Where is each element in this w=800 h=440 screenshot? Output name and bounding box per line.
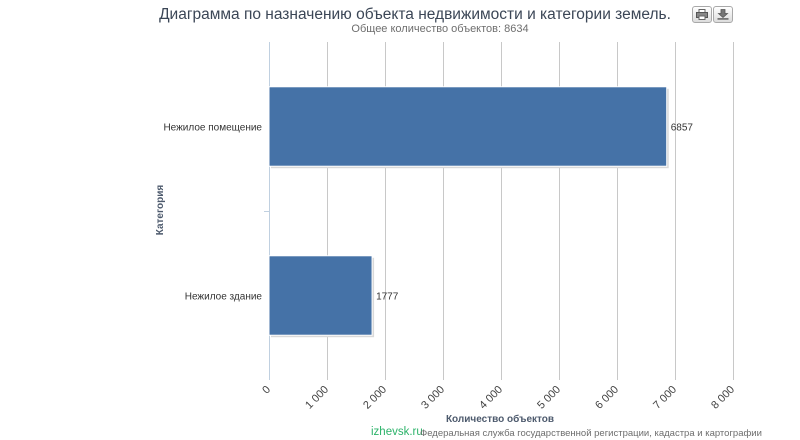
credits-text[interactable]: Федеральная служба государственной регис… <box>420 428 762 439</box>
x-axis-title: Количество объектов <box>446 413 554 425</box>
category-label: Нежилое помещение <box>163 123 262 134</box>
x-tick-label: 6 000 <box>593 384 621 412</box>
download-button[interactable] <box>713 6 733 23</box>
print-button[interactable] <box>692 6 712 23</box>
x-tick-label: 1 000 <box>303 384 331 412</box>
category-label: Нежилое здание <box>185 292 263 303</box>
y-axis-title: Категория <box>155 185 166 236</box>
x-tick-label: 4 000 <box>477 384 505 412</box>
bars: 6857 1777 <box>268 86 694 338</box>
x-tick-label: 2 000 <box>361 384 389 412</box>
data-label: 6857 <box>671 123 694 134</box>
x-tick-labels: 0 1 000 2 000 3 000 4 000 5 000 6 000 7 000 8 00… <box>260 384 737 412</box>
download-icon <box>717 9 729 20</box>
x-tick-label: 5 000 <box>535 384 563 412</box>
watermark: izhevsk.ru <box>371 426 423 438</box>
x-tick-label: 0 <box>260 384 273 397</box>
bar[interactable] <box>268 86 668 167</box>
chart-title: Диаграмма по назначению объекта недвижим… <box>159 6 671 23</box>
printer-icon <box>696 9 708 20</box>
x-tick-label: 8 000 <box>709 384 737 412</box>
x-tick-label: 3 000 <box>419 384 447 412</box>
bar[interactable] <box>268 255 373 336</box>
chart-subtitle: Общее количество объектов: 8634 <box>351 23 529 35</box>
data-label: 1777 <box>376 292 399 303</box>
category-labels: Нежилое помещение Нежилое здание <box>163 123 262 303</box>
x-tick-label: 7 000 <box>651 384 679 412</box>
